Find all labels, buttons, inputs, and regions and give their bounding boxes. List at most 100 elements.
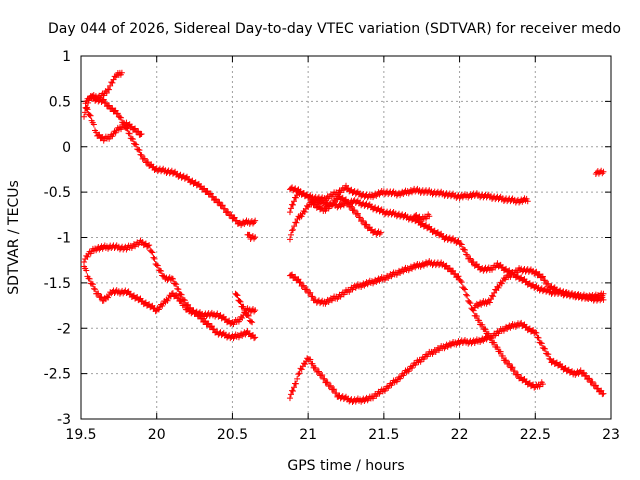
data-point	[287, 231, 294, 238]
data-point	[443, 262, 450, 269]
data-point	[538, 340, 545, 347]
data-point	[302, 361, 309, 368]
data-point	[334, 204, 341, 211]
series-track-10	[286, 197, 607, 302]
series-track-4	[244, 231, 259, 242]
data-point	[124, 125, 131, 132]
data-point	[297, 279, 304, 286]
data-point	[331, 386, 338, 393]
data-point	[86, 111, 93, 118]
data-point	[490, 293, 497, 300]
data-point	[105, 294, 112, 301]
data-point	[207, 190, 214, 197]
data-point	[181, 302, 188, 309]
data-point	[287, 205, 294, 212]
data-point	[251, 235, 258, 242]
data-point	[244, 312, 251, 318]
data-point	[463, 291, 470, 298]
y-tick-label: 0	[62, 140, 71, 156]
x-tick-label: 22	[451, 427, 469, 443]
y-tick-label: -0.5	[44, 185, 71, 201]
data-point	[133, 141, 140, 148]
y-tick-label: -1.5	[44, 276, 71, 292]
data-point	[589, 378, 596, 385]
data-point	[307, 289, 314, 296]
data-point	[296, 279, 303, 286]
data-point	[83, 105, 90, 112]
data-point	[138, 152, 145, 159]
x-tick-label: 22.5	[520, 427, 551, 443]
data-point	[354, 210, 361, 217]
data-point	[287, 391, 294, 398]
data-point	[545, 280, 552, 287]
data-point	[455, 273, 462, 280]
data-point	[539, 381, 546, 388]
data-point	[600, 390, 607, 397]
series-track-12	[286, 258, 546, 391]
data-point	[458, 279, 465, 286]
data-point	[457, 277, 464, 284]
data-point	[290, 201, 296, 208]
y-axis-label: SDTVAR / TECUs	[6, 180, 22, 295]
data-point	[211, 326, 218, 333]
data-point	[152, 308, 159, 315]
data-point	[89, 281, 96, 288]
x-tick-label: 21	[299, 427, 317, 443]
data-point	[599, 294, 606, 301]
data-point	[209, 193, 216, 200]
data-point	[460, 285, 467, 292]
data-point	[205, 320, 212, 327]
data-point	[426, 213, 433, 220]
data-point	[95, 290, 102, 297]
data-point	[298, 213, 305, 220]
data-point	[158, 268, 165, 275]
data-point	[524, 198, 531, 205]
data-point	[298, 366, 305, 373]
data-point	[503, 357, 510, 364]
data-point	[98, 293, 105, 300]
data-point	[251, 308, 258, 315]
data-point	[225, 208, 232, 215]
data-point	[307, 194, 314, 201]
data-point	[149, 249, 156, 256]
data-point	[201, 185, 208, 192]
data-point	[114, 110, 121, 117]
data-point	[290, 226, 296, 233]
data-point	[360, 217, 367, 224]
data-point	[204, 187, 211, 194]
data-point	[109, 79, 116, 86]
data-point	[516, 199, 523, 206]
data-point	[175, 286, 182, 293]
y-tick-label: -3	[57, 412, 71, 428]
data-point	[286, 395, 293, 402]
data-point	[169, 275, 176, 282]
x-tick-label: 19.5	[65, 427, 96, 443]
data-point	[202, 318, 209, 325]
x-tick-label: 20.5	[217, 427, 248, 443]
data-point	[467, 300, 474, 307]
data-point	[542, 277, 549, 284]
data-point	[376, 231, 383, 238]
data-point	[286, 209, 293, 216]
data-point	[239, 315, 246, 322]
data-point	[83, 267, 90, 274]
data-point	[138, 131, 145, 138]
data-point	[228, 211, 235, 218]
data-point	[509, 364, 516, 371]
data-point	[291, 384, 298, 391]
data-point	[461, 246, 468, 253]
data-point	[150, 254, 157, 261]
data-point	[146, 242, 153, 249]
data-point	[118, 114, 125, 121]
data-point	[327, 382, 334, 389]
data-point	[464, 292, 471, 299]
data-point	[294, 375, 301, 382]
data-point	[499, 353, 506, 360]
data-point	[296, 370, 303, 377]
data-point	[295, 371, 302, 378]
data-point	[312, 364, 319, 371]
data-point	[92, 286, 99, 293]
data-point	[486, 299, 493, 306]
data-point	[600, 168, 607, 175]
data-point	[466, 299, 473, 306]
